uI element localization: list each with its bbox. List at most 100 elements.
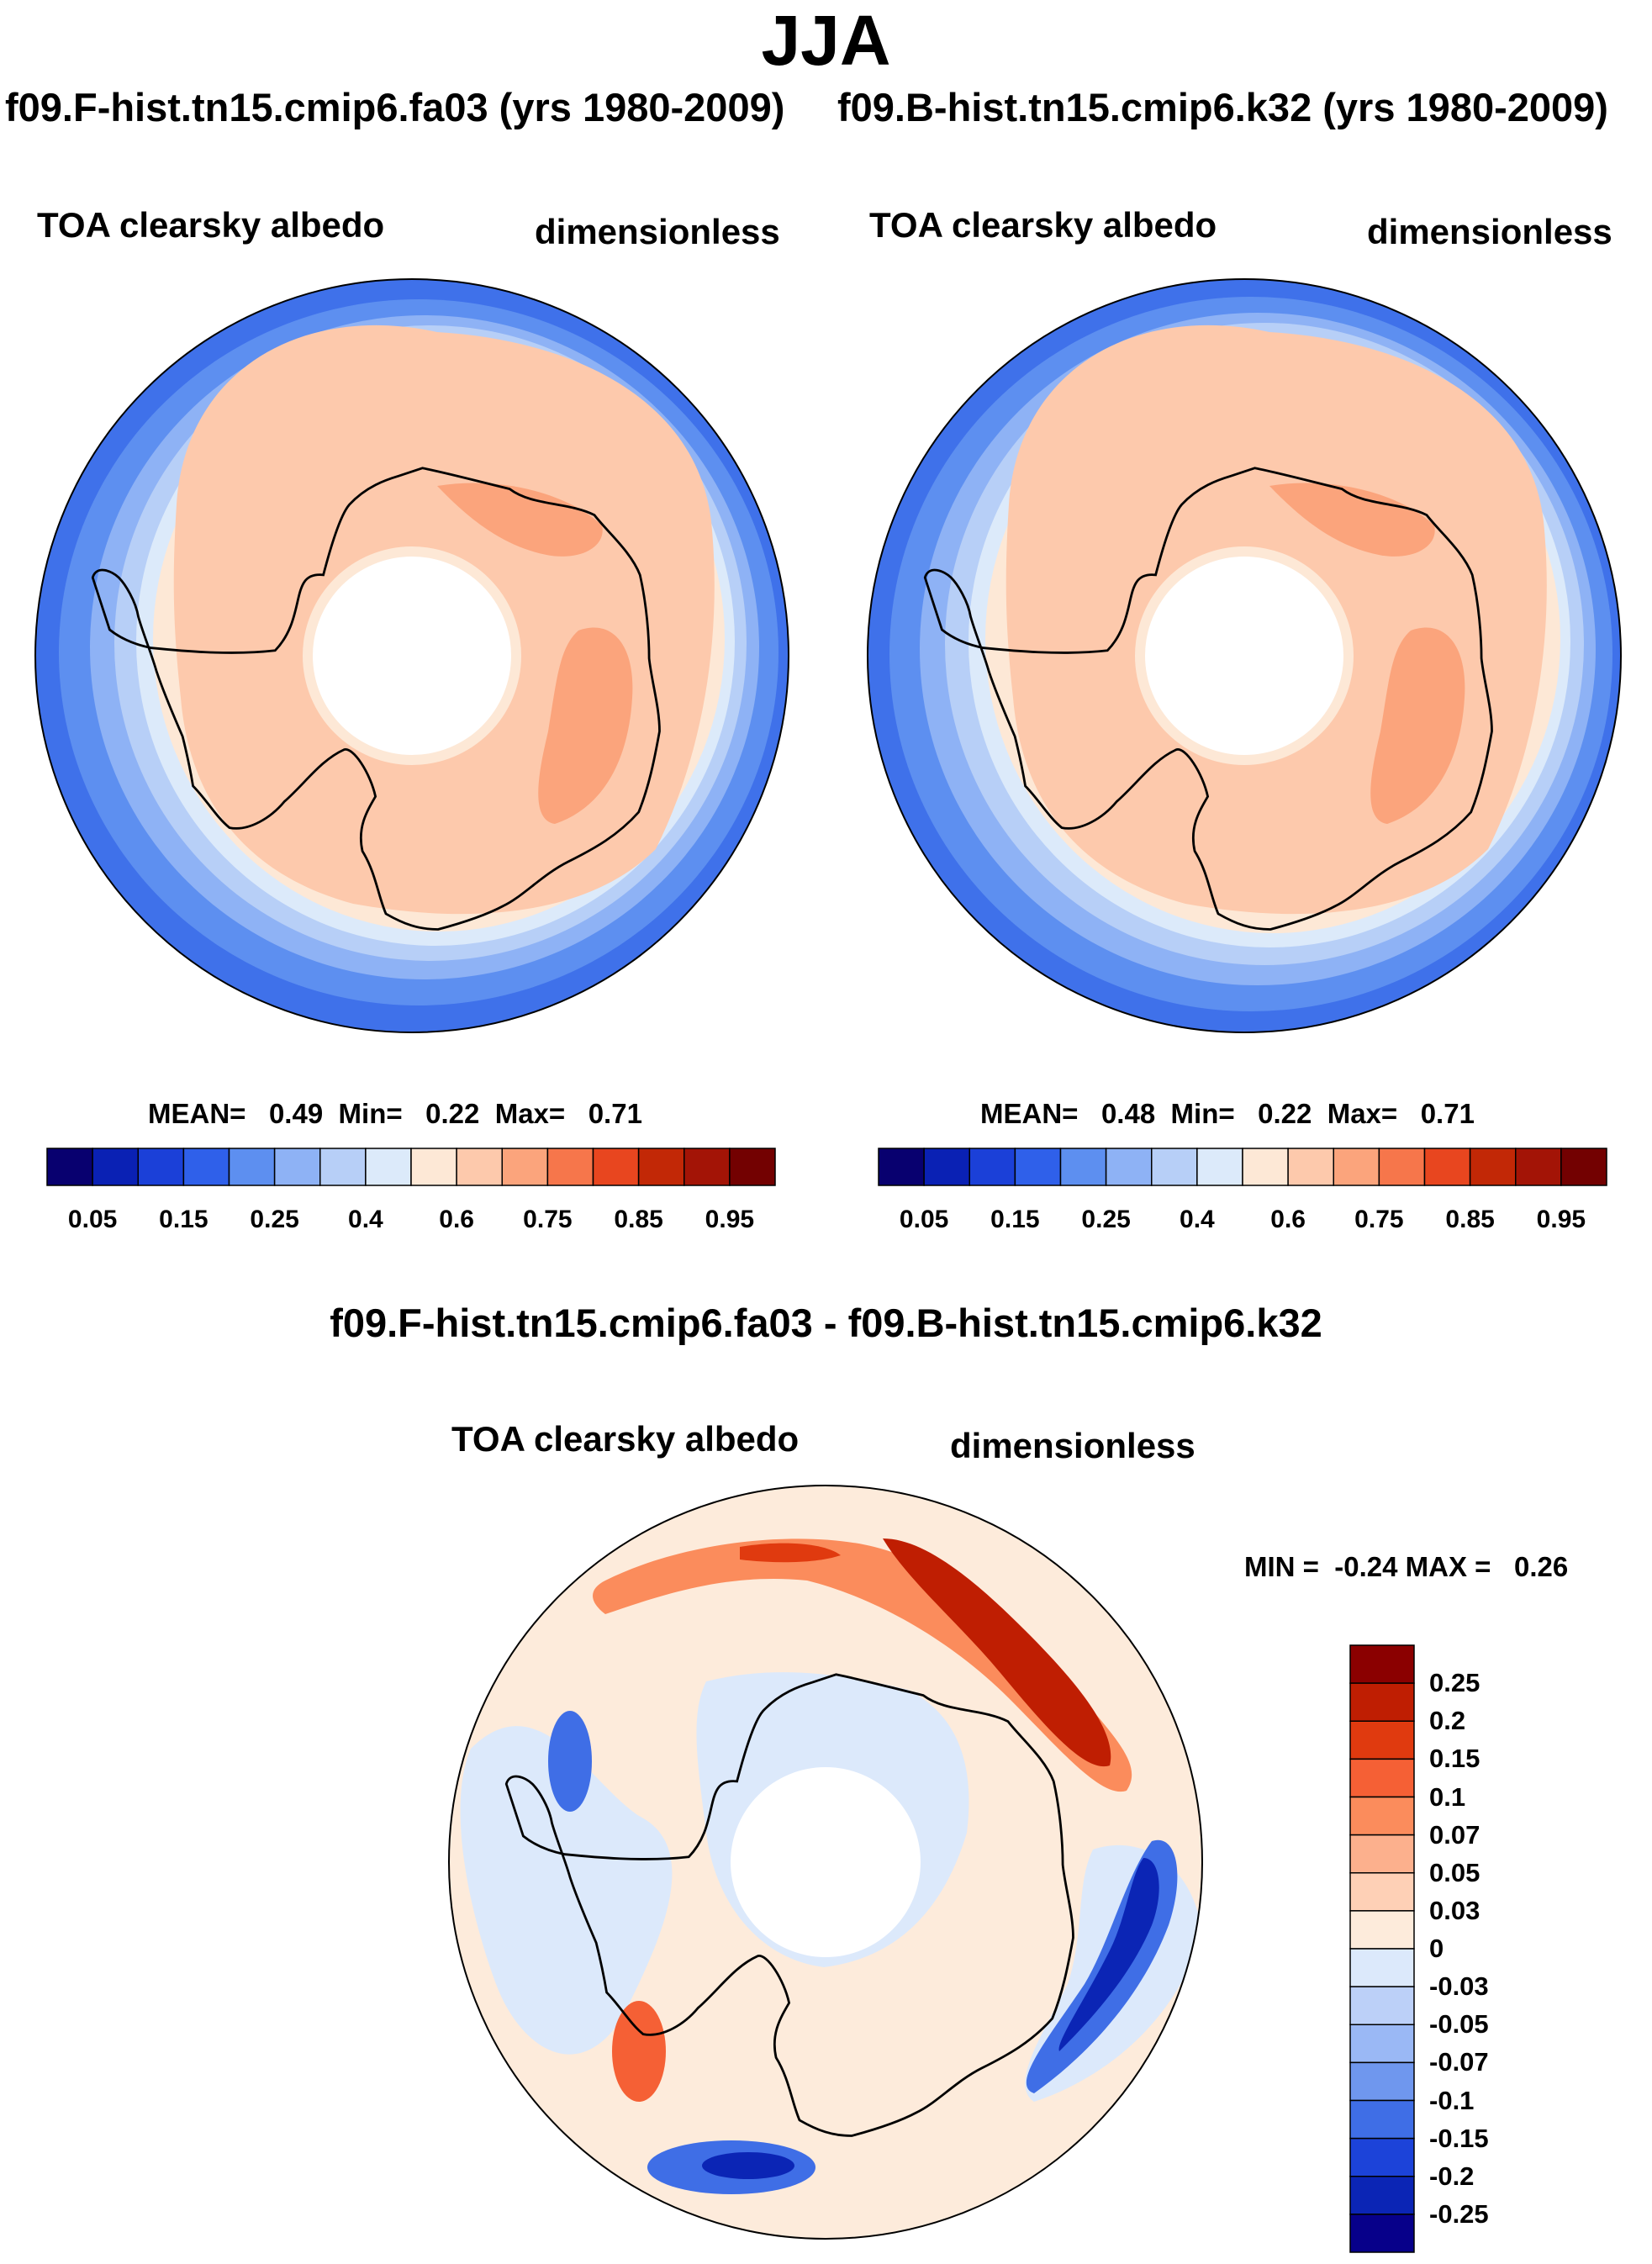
colorbar-swatch [46, 1148, 93, 1186]
colorbar-swatch [1287, 1148, 1334, 1186]
colorbar-tick-label: 0.4 [348, 1206, 383, 1233]
colorbar-tick-label: -0.15 [1429, 2123, 1489, 2153]
colorbar-swatch [923, 1148, 970, 1186]
colorbar-swatch [137, 1148, 185, 1186]
colorbar-swatch [1105, 1148, 1153, 1186]
colorbar-swatch [1349, 1758, 1415, 1798]
panel2-min-value: 0.22 [1258, 1098, 1312, 1129]
panel2-mean-value: 0.48 [1100, 1098, 1156, 1129]
panel3-min-label: MIN = [1244, 1551, 1319, 1582]
panel1-colorbar [46, 1148, 776, 1186]
colorbar-swatch [1423, 1148, 1471, 1186]
colorbar-swatch [1349, 2099, 1415, 2140]
panel3-variable: TOA clearsky albedo [451, 1419, 800, 1459]
panel3-min-value: -0.24 [1334, 1551, 1398, 1582]
panel2-max-label: Max= [1327, 1098, 1398, 1129]
panel1-stats: MEAN= 0.49 Min= 0.22 Max= 0.71 [148, 1098, 642, 1130]
colorbar-swatch [365, 1148, 412, 1186]
panel1-units: dimensionless [535, 212, 780, 251]
panel2-min-label: Min= [1170, 1098, 1235, 1129]
panel1-min-label: Min= [338, 1098, 403, 1129]
colorbar-swatch [273, 1148, 321, 1186]
colorbar-tick-label: -0.07 [1429, 2047, 1489, 2077]
colorbar-tick-label: -0.2 [1429, 2161, 1475, 2191]
colorbar-tick-label: 0.95 [705, 1206, 755, 1233]
panel3-max-label: MAX = [1405, 1551, 1491, 1582]
colorbar-tick-label: 0.25 [1429, 1668, 1480, 1698]
panel3-map [448, 1485, 1203, 2240]
panel1-map [34, 278, 789, 1033]
colorbar-tick-label: 0.75 [1354, 1206, 1404, 1233]
colorbar-swatch [1151, 1148, 1198, 1186]
run-titles: f09.F-hist.tn15.cmip6.fa03 (yrs 1980-200… [0, 84, 1652, 143]
colorbar-tick-label: 0.15 [1429, 1744, 1480, 1774]
panel2-colorbar [878, 1148, 1607, 1186]
test-run-title: f09.F-hist.tn15.cmip6.fa03 (yrs 1980-200… [5, 85, 785, 129]
panel3-stats: MIN = -0.24 MAX = 0.26 [1244, 1551, 1568, 1583]
panel1-max-value: 0.71 [588, 1098, 642, 1129]
colorbar-swatch [878, 1148, 925, 1186]
colorbar-swatch [1349, 1644, 1415, 1684]
colorbar-tick-label: 0.4 [1180, 1206, 1215, 1233]
difference-title: f09.F-hist.tn15.cmip6.fa03 - f09.B-hist.… [330, 1301, 1322, 1345]
colorbar-swatch [456, 1148, 503, 1186]
colorbar-swatch [637, 1148, 685, 1186]
control-run-title: f09.B-hist.tn15.cmip6.k32 (yrs 1980-2009… [837, 85, 1608, 129]
panel2-mean-label: MEAN= [980, 1098, 1079, 1129]
colorbar-swatch [1469, 1148, 1517, 1186]
colorbar-swatch [729, 1148, 776, 1186]
colorbar-swatch [1349, 2061, 1415, 2102]
colorbar-swatch [1515, 1148, 1562, 1186]
colorbar-swatch [1349, 1986, 1415, 2025]
colorbar-tick-label: 0.15 [990, 1206, 1040, 1233]
colorbar-tick-label: 0.6 [439, 1206, 474, 1233]
panel1-mean-value: 0.49 [268, 1098, 324, 1129]
colorbar-swatch [1349, 1910, 1415, 1950]
colorbar-swatch [1560, 1148, 1607, 1186]
colorbar-swatch [501, 1148, 549, 1186]
panel3-max-value: 0.26 [1513, 1551, 1569, 1582]
colorbar-tick-label: 0.05 [1429, 1857, 1480, 1887]
colorbar-swatch [1349, 1948, 1415, 1987]
colorbar-tick-label: 0.05 [67, 1206, 118, 1233]
colorbar-swatch [1378, 1148, 1426, 1186]
panel1-variable: TOA clearsky albedo [37, 205, 385, 245]
colorbar-swatch [683, 1148, 731, 1186]
colorbar-swatch [1349, 2176, 1415, 2215]
colorbar-swatch [228, 1148, 276, 1186]
colorbar-tick-label: 0.95 [1536, 1206, 1586, 1233]
colorbar-swatch [1349, 1720, 1415, 1760]
colorbar-tick-label: -0.25 [1429, 2198, 1489, 2229]
colorbar-tick-label: -0.05 [1429, 2009, 1489, 2040]
panel1-max-label: Max= [494, 1098, 566, 1129]
panel1-mean-label: MEAN= [148, 1098, 246, 1129]
panel2-map [867, 278, 1622, 1033]
colorbar-tick-label: 0.2 [1429, 1706, 1466, 1736]
panel3-units: dimensionless [950, 1426, 1195, 1465]
colorbar-tick-label: 0.07 [1429, 1819, 1480, 1850]
colorbar-swatch [1349, 2024, 1415, 2064]
colorbar-swatch [1014, 1148, 1062, 1186]
colorbar-swatch [1349, 1796, 1415, 1836]
colorbar-swatch [1059, 1148, 1107, 1186]
colorbar-swatch [1349, 1872, 1415, 1912]
panel2-max-value: 0.71 [1420, 1098, 1475, 1129]
panel2-units: dimensionless [1367, 212, 1612, 251]
colorbar-swatch [410, 1148, 457, 1186]
colorbar-swatch [1349, 2214, 1415, 2253]
colorbar-tick-label: 0.05 [899, 1206, 949, 1233]
colorbar-tick-label: 0.85 [1445, 1206, 1495, 1233]
colorbar-swatch [1349, 1682, 1415, 1722]
colorbar-swatch [92, 1148, 139, 1186]
colorbar-tick-label: 0.03 [1429, 1895, 1480, 1925]
colorbar-swatch [182, 1148, 230, 1186]
page-title: JJA [761, 1, 891, 80]
panel3-colorbar [1349, 1644, 1415, 2253]
colorbar-tick-label: 0.25 [250, 1206, 299, 1233]
colorbar-tick-label: 0.75 [523, 1206, 573, 1233]
colorbar-tick-label: 0.1 [1429, 1781, 1466, 1812]
colorbar-swatch [1242, 1148, 1289, 1186]
colorbar-swatch [1333, 1148, 1380, 1186]
colorbar-swatch [969, 1148, 1016, 1186]
